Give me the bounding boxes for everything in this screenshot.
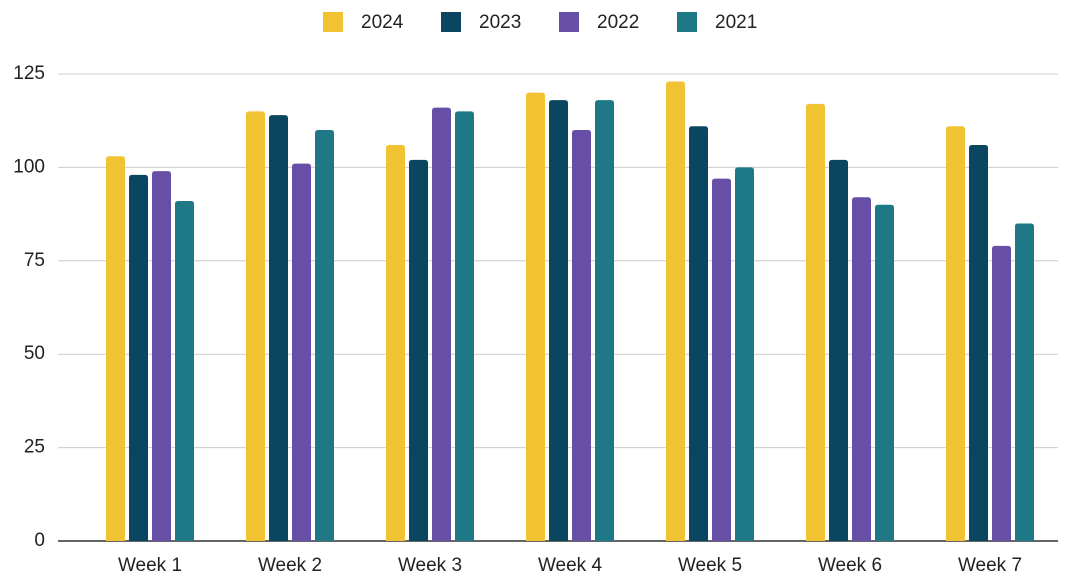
x-tick-label: Week 3 [398,555,462,576]
x-tick-label: Week 7 [958,555,1022,576]
bar [829,159,848,542]
bar [455,111,474,542]
bar [175,201,194,542]
y-tick-label: 125 [13,63,45,84]
legend-swatch [559,12,579,32]
x-tick-label: Week 5 [678,555,742,576]
bar [292,163,311,541]
bar [806,103,825,541]
legend-swatch [323,12,343,32]
y-tick-label: 25 [24,437,45,458]
bar [315,130,334,542]
bar [1015,223,1034,541]
bar [969,144,988,541]
y-tick-label: 50 [24,343,45,364]
legend-label: 2024 [361,12,404,33]
bar [409,159,428,542]
bar [432,107,451,542]
bar [152,171,171,542]
bar [666,81,685,542]
x-tick-label: Week 6 [818,555,882,576]
x-tick-label: Week 1 [118,555,182,576]
bar [129,174,148,541]
legend-label: 2023 [479,12,521,33]
bar [572,130,591,542]
x-tick-label: Week 2 [258,555,322,576]
bar [689,126,708,541]
bar [735,167,754,541]
bar [526,92,545,542]
bar [106,156,125,541]
bar [386,144,405,541]
bar [852,197,871,541]
bar [992,245,1011,541]
legend-swatch [441,12,461,32]
y-tick-label: 75 [24,250,45,271]
y-tick-label: 100 [13,156,45,177]
bar [549,100,568,541]
bar [246,111,265,542]
legend-swatch [677,12,697,32]
bar [595,100,614,541]
legend-label: 2022 [597,12,639,33]
legend-label: 2021 [715,12,757,33]
bar [946,126,965,541]
bar [269,115,288,541]
y-tick-label: 0 [34,530,45,551]
bar [712,178,731,541]
bar [875,204,894,541]
x-tick-label: Week 4 [538,555,603,576]
